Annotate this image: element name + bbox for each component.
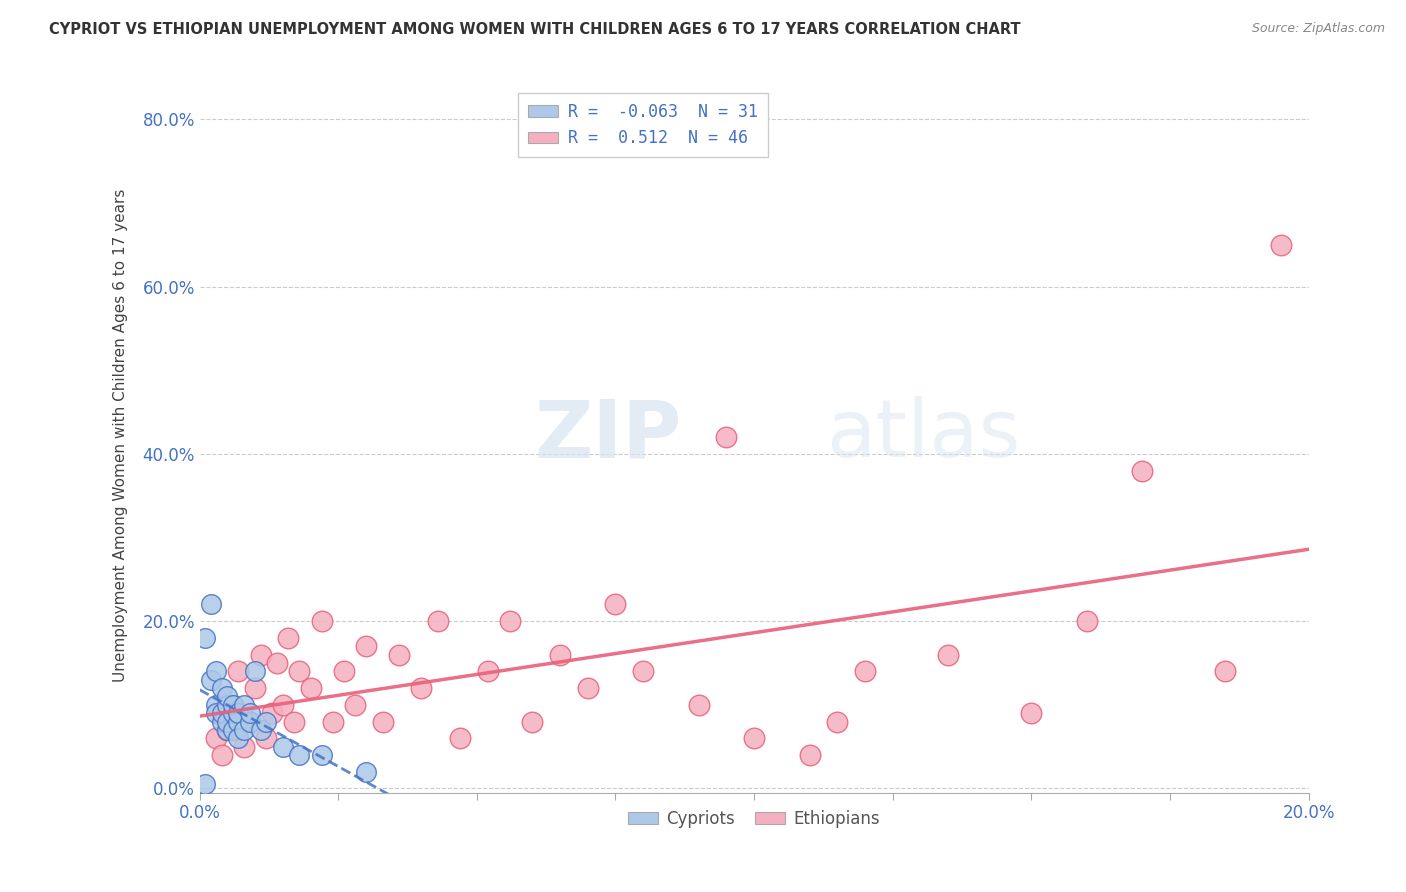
Point — [311, 614, 333, 628]
Text: ZIP: ZIP — [534, 396, 682, 474]
Point — [243, 665, 266, 679]
Text: atlas: atlas — [827, 396, 1021, 474]
Point — [411, 681, 433, 695]
Point — [222, 698, 245, 712]
Text: CYPRIOT VS ETHIOPIAN UNEMPLOYMENT AMONG WOMEN WITH CHILDREN AGES 6 TO 17 YEARS C: CYPRIOT VS ETHIOPIAN UNEMPLOYMENT AMONG … — [49, 22, 1021, 37]
Point — [742, 731, 765, 746]
Point — [1270, 237, 1292, 252]
Point — [249, 648, 271, 662]
Point — [1076, 614, 1098, 628]
Point — [211, 681, 233, 695]
Point — [688, 698, 710, 712]
Point — [239, 714, 262, 729]
Point — [217, 690, 239, 704]
Point — [217, 723, 239, 737]
Point — [254, 714, 277, 729]
Point — [499, 614, 522, 628]
Point — [222, 698, 245, 712]
Point — [271, 698, 294, 712]
Point — [200, 673, 222, 687]
Point — [1019, 706, 1042, 721]
Point — [211, 714, 233, 729]
Point — [936, 648, 959, 662]
Point — [217, 698, 239, 712]
Point — [799, 747, 821, 762]
Point — [576, 681, 599, 695]
Point — [205, 665, 228, 679]
Point — [277, 631, 299, 645]
Point — [239, 714, 262, 729]
Point — [522, 714, 544, 729]
Point — [228, 706, 250, 721]
Point — [228, 731, 250, 746]
Point — [288, 747, 311, 762]
Point — [205, 731, 228, 746]
Point — [1130, 464, 1153, 478]
Point — [217, 723, 239, 737]
Point — [322, 714, 344, 729]
Point — [205, 706, 228, 721]
Point — [853, 665, 876, 679]
Point — [1215, 665, 1237, 679]
Point — [283, 714, 305, 729]
Point — [222, 723, 245, 737]
Point — [205, 698, 228, 712]
Point — [260, 706, 283, 721]
Point — [354, 640, 377, 654]
Point — [288, 665, 311, 679]
Point — [194, 631, 217, 645]
Point — [239, 706, 262, 721]
Point — [354, 764, 377, 779]
Point — [222, 706, 245, 721]
Point — [211, 706, 233, 721]
Point — [233, 739, 256, 754]
Point — [548, 648, 571, 662]
Point — [449, 731, 471, 746]
Point — [299, 681, 322, 695]
Point — [427, 614, 450, 628]
Point — [254, 731, 277, 746]
Point — [343, 698, 366, 712]
Point — [249, 723, 271, 737]
Point — [333, 665, 356, 679]
Legend: Cypriots, Ethiopians: Cypriots, Ethiopians — [621, 803, 887, 834]
Point — [605, 598, 627, 612]
Point — [243, 681, 266, 695]
Point — [194, 777, 217, 791]
Point — [200, 598, 222, 612]
Point — [217, 714, 239, 729]
Point — [266, 656, 288, 670]
Point — [228, 665, 250, 679]
Point — [477, 665, 499, 679]
Point — [271, 739, 294, 754]
Point — [228, 714, 250, 729]
Y-axis label: Unemployment Among Women with Children Ages 6 to 17 years: Unemployment Among Women with Children A… — [114, 188, 128, 681]
Point — [371, 714, 394, 729]
Text: Source: ZipAtlas.com: Source: ZipAtlas.com — [1251, 22, 1385, 36]
Point — [631, 665, 654, 679]
Point — [825, 714, 848, 729]
Point — [716, 430, 738, 444]
Point — [233, 723, 256, 737]
Point — [388, 648, 411, 662]
Point — [211, 747, 233, 762]
Point — [233, 698, 256, 712]
Point — [311, 747, 333, 762]
